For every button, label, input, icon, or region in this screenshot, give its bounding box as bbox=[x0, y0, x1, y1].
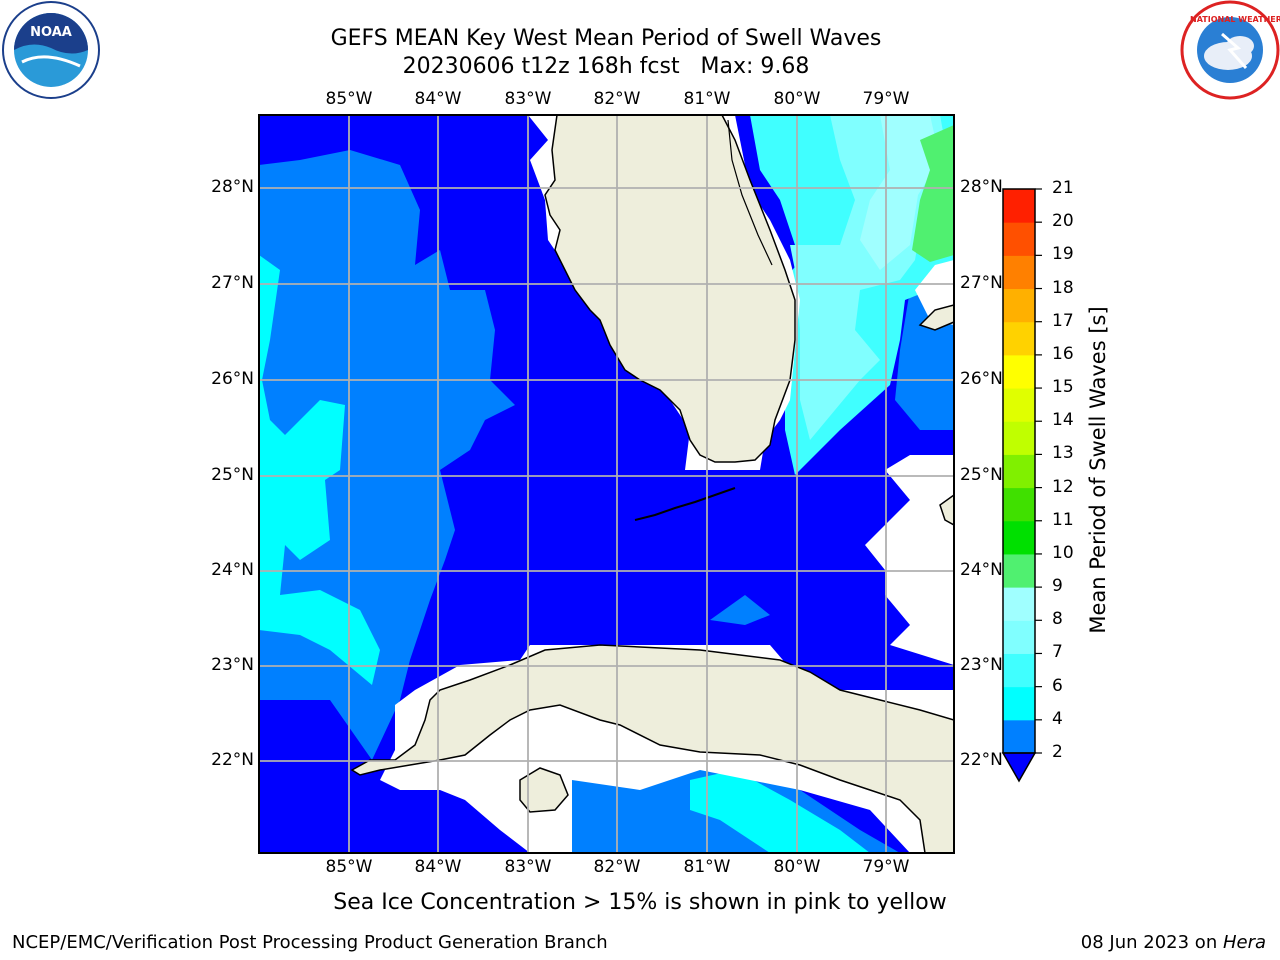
lon-label-top-85w: 85°W bbox=[325, 89, 373, 109]
andros-island bbox=[939, 494, 954, 526]
lat-label-right-22n: 22°N bbox=[960, 750, 1003, 770]
lat-label-left-25n: 25°N bbox=[211, 465, 254, 485]
cuba-island bbox=[350, 644, 954, 853]
footer-host: Hera bbox=[1222, 932, 1266, 953]
colorbar-tick-label: 14 bbox=[1052, 410, 1074, 431]
lon-label-top-80w: 80°W bbox=[773, 89, 821, 109]
colorbar-tick-label: 19 bbox=[1052, 244, 1074, 265]
lat-label-right-27n: 27°N bbox=[960, 273, 1003, 293]
lon-label-bottom-83w: 83°W bbox=[504, 857, 552, 877]
lon-label-bottom-79w: 79°W bbox=[862, 857, 910, 877]
swell-period-band-6-7-west bbox=[259, 255, 380, 685]
lat-label-right-25n: 25°N bbox=[960, 465, 1003, 485]
map-frame bbox=[258, 114, 955, 854]
map-title-line1: GEFS MEAN Key West Mean Period of Swell … bbox=[330, 26, 882, 51]
colorbar-segment bbox=[1003, 288, 1035, 323]
swell-period-band-8-9 bbox=[860, 115, 940, 270]
map-area bbox=[259, 115, 954, 853]
lat-label-right-24n: 24°N bbox=[960, 560, 1003, 580]
colorbar-segment bbox=[1003, 653, 1035, 688]
colorbar-title: Mean Period of Swell Waves [s] bbox=[1086, 306, 1110, 634]
colorbar-segment bbox=[1003, 487, 1035, 522]
lake-okeechobee bbox=[727, 119, 773, 266]
lon-label-bottom-81w: 81°W bbox=[683, 857, 731, 877]
lat-label-left-22n: 22°N bbox=[211, 750, 254, 770]
colorbar-tick-label: 6 bbox=[1052, 675, 1063, 696]
sea-ice-note: Sea Ice Concentration > 15% is shown in … bbox=[333, 890, 947, 915]
lat-label-left-24n: 24°N bbox=[211, 560, 254, 580]
colorbar-tick-label: 16 bbox=[1052, 343, 1074, 364]
lat-label-right-28n: 28°N bbox=[960, 177, 1003, 197]
colorbar-segment bbox=[1003, 354, 1035, 389]
bahamas-island bbox=[918, 304, 954, 331]
lon-label-top-83w: 83°W bbox=[504, 89, 552, 109]
colorbar-segment bbox=[1003, 189, 1035, 223]
swell-period-band-9-10 bbox=[912, 125, 954, 262]
footer-date-text: 08 Jun 2023 on bbox=[1080, 932, 1223, 953]
swell-period-band-6-7-south bbox=[690, 770, 870, 853]
undefined-zone-east bbox=[865, 455, 954, 665]
national-weather-service-logo: NATIONAL WEATHER SERVICE bbox=[1180, 0, 1280, 100]
colorbar-segment bbox=[1003, 719, 1035, 754]
swell-period-band-4-6-patch bbox=[710, 595, 770, 625]
lon-label-bottom-80w: 80°W bbox=[773, 857, 821, 877]
colorbar-segment bbox=[1003, 222, 1035, 256]
lon-label-bottom-85w: 85°W bbox=[325, 857, 373, 877]
colorbar-tick-label: 15 bbox=[1052, 377, 1074, 398]
colorbar-tick-label: 12 bbox=[1052, 476, 1074, 497]
colorbar-tick-label: 20 bbox=[1052, 211, 1074, 232]
lon-label-top-84w: 84°W bbox=[414, 89, 462, 109]
colorbar-tick-label: 18 bbox=[1052, 277, 1074, 298]
colorbar-tick-label: 8 bbox=[1052, 609, 1063, 630]
lon-label-top-82w: 82°W bbox=[593, 89, 641, 109]
colorbar-segment bbox=[1003, 553, 1035, 588]
colorbar-segment bbox=[1003, 620, 1035, 654]
colorbar-segment bbox=[1003, 587, 1035, 621]
lat-label-left-26n: 26°N bbox=[211, 369, 254, 389]
colorbar-segment bbox=[1003, 321, 1035, 356]
lon-label-top-81w: 81°W bbox=[683, 89, 731, 109]
footer-date: 08 Jun 2023 on Hera bbox=[1081, 932, 1266, 953]
lon-label-bottom-82w: 82°W bbox=[593, 857, 641, 877]
noaa-logo: NOAA bbox=[2, 1, 100, 99]
colorbar-segment bbox=[1003, 421, 1035, 455]
colorbar-tick-label: 11 bbox=[1052, 509, 1074, 530]
colorbar-segment bbox=[1003, 454, 1035, 489]
colorbar-tick-label: 2 bbox=[1052, 742, 1063, 762]
florida-keys bbox=[634, 487, 736, 521]
lat-label-right-23n: 23°N bbox=[960, 655, 1003, 675]
noaa-logo-text: NOAA bbox=[30, 25, 72, 40]
lon-label-bottom-84w: 84°W bbox=[414, 857, 462, 877]
lat-label-left-28n: 28°N bbox=[211, 177, 254, 197]
national-weather-service-logo-text: NATIONAL WEATHER SERVICE bbox=[1190, 15, 1280, 24]
colorbar-tick-label: 17 bbox=[1052, 310, 1074, 331]
florida-peninsula bbox=[544, 115, 796, 463]
lat-label-left-23n: 23°N bbox=[211, 655, 254, 675]
lat-label-left-27n: 27°N bbox=[211, 273, 254, 293]
footer-organization: NCEP/EMC/Verification Post Processing Pr… bbox=[12, 932, 608, 953]
colorbar-tick-label: 4 bbox=[1052, 708, 1063, 729]
lat-label-right-26n: 26°N bbox=[960, 369, 1003, 389]
map-gridlines bbox=[259, 115, 954, 853]
colorbar-segment bbox=[1003, 520, 1035, 555]
colorbar-tick-label: 21 bbox=[1052, 178, 1074, 198]
colorbar-segment bbox=[1003, 686, 1035, 721]
colorbar-tick-label: 10 bbox=[1052, 542, 1074, 563]
isla-de-la-juventud bbox=[519, 767, 569, 813]
colorbar-tick-label: 9 bbox=[1052, 576, 1063, 597]
colorbar-segment bbox=[1003, 255, 1035, 290]
colorbar-frame bbox=[1002, 188, 1036, 754]
colorbar-tick-label: 13 bbox=[1052, 443, 1074, 464]
lon-label-top-79w: 79°W bbox=[862, 89, 910, 109]
colorbar bbox=[1001, 188, 1042, 783]
colorbar-tick-label: 7 bbox=[1052, 642, 1063, 663]
map-title-line2: 20230606 t12z 168h fcst Max: 9.68 bbox=[402, 54, 810, 79]
colorbar-segment bbox=[1003, 388, 1035, 422]
